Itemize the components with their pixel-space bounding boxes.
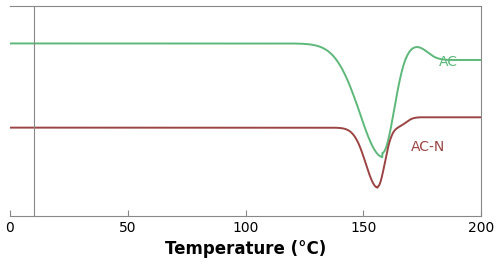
Text: AC-N: AC-N <box>410 140 445 154</box>
X-axis label: Temperature (°C): Temperature (°C) <box>165 241 326 258</box>
Text: AC: AC <box>439 55 458 69</box>
